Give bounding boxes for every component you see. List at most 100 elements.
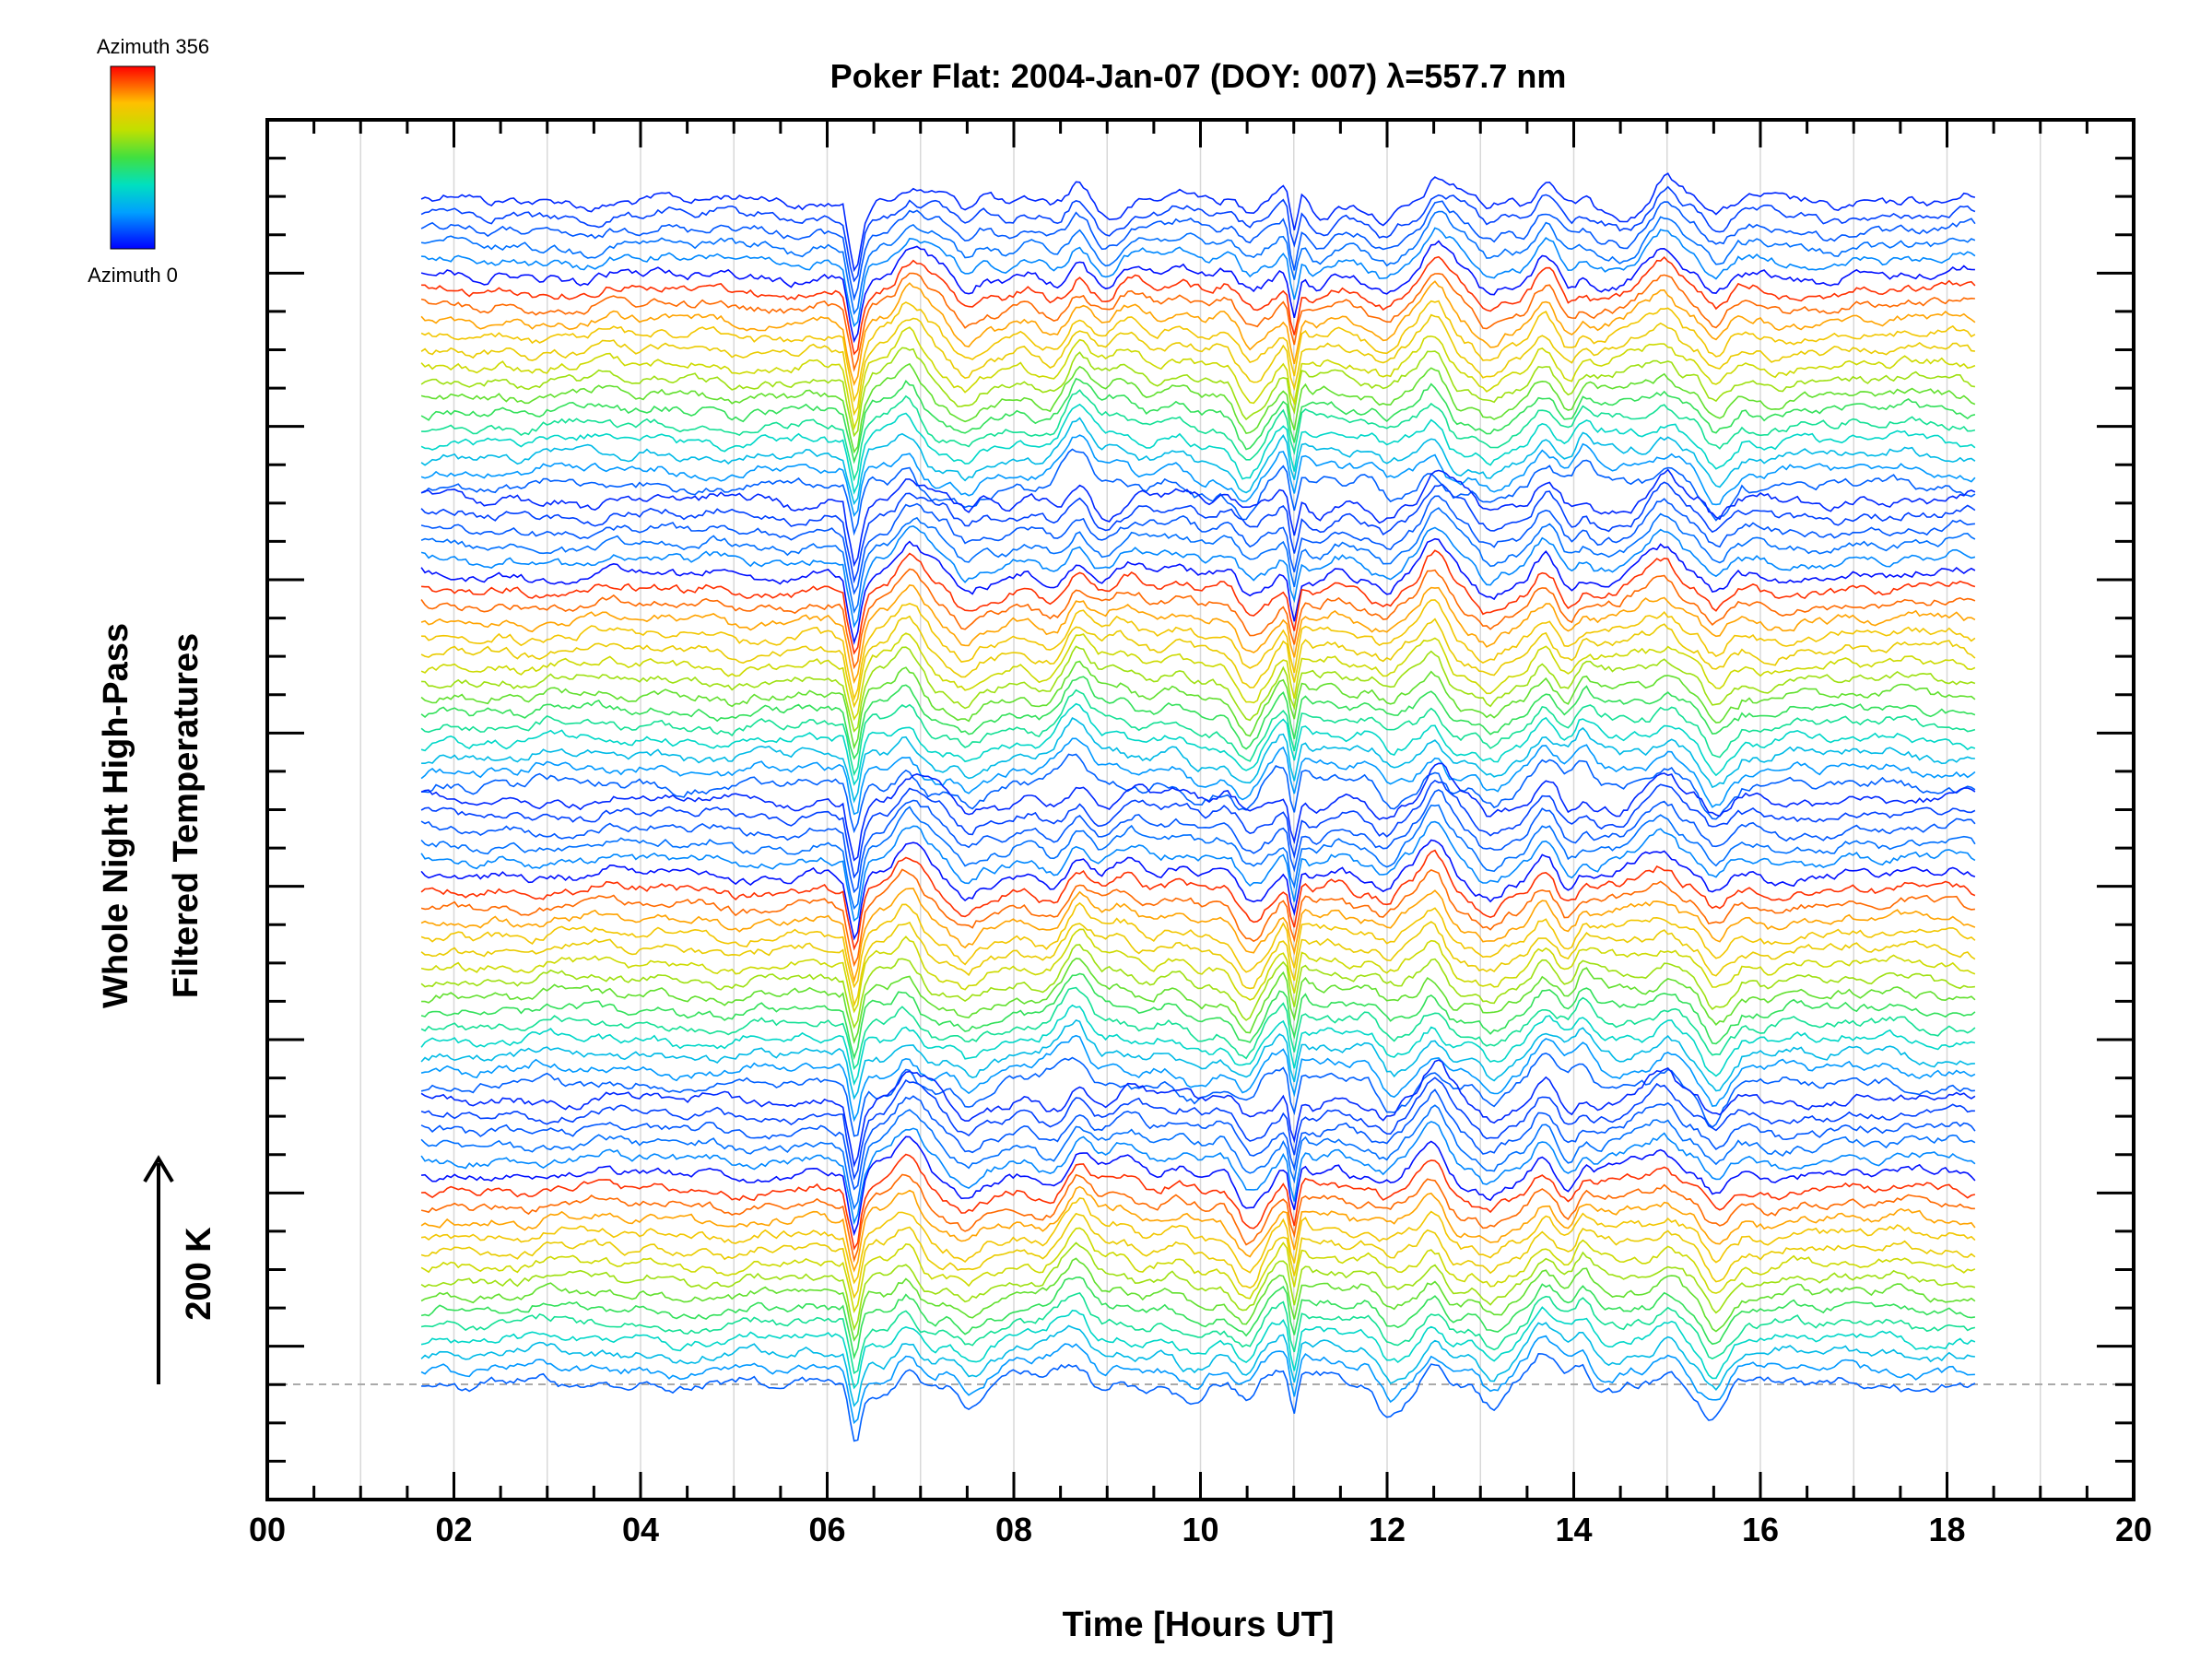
series-line [421,717,1975,804]
series-line [420,326,1976,431]
series-line [420,789,1976,894]
y-axis-label-line2: Filtered Temperatures [167,633,206,998]
series-line [420,632,1976,722]
series-line [421,255,1976,356]
series-line [421,389,1976,482]
chart-title: Poker Flat: 2004-Jan-07 (DOY: 007) λ=557… [830,57,1567,95]
series-line [420,1018,1975,1100]
scale-arrow [143,1155,174,1384]
series-line [420,313,1975,417]
series-line [421,1153,1976,1251]
series-line [420,1322,1975,1407]
series-line [420,210,1976,315]
x-tick-label: 10 [1182,1511,1218,1548]
series-lines [420,172,1976,1442]
series-line [420,1052,1975,1137]
series-line [420,1306,1976,1390]
series-line [421,549,1976,655]
series-line [420,688,1976,777]
series-line [420,868,1975,968]
series-line [420,568,1976,670]
series-line [420,972,1976,1061]
series-line [420,1077,1975,1181]
series-line [420,849,1976,951]
series-line [420,537,1976,645]
series-line [420,839,1976,941]
series-line [420,1257,1976,1342]
x-tick-label: 20 [2115,1511,2152,1548]
series-line [420,901,1976,989]
series-line [420,1276,1976,1360]
series-line [420,1241,1976,1332]
series-line [420,820,1976,923]
series-line [421,753,1976,834]
x-tick-label: 00 [249,1511,286,1548]
series-line [420,1212,1976,1300]
series-line [420,888,1976,984]
series-line [420,928,1976,1014]
series-line [420,584,1976,685]
series-line [421,958,1976,1044]
series-line [420,1034,1976,1123]
x-axis-label: Time [Hours UT] [1063,1606,1335,1644]
series-line [420,300,1976,403]
series-line [420,944,1975,1030]
series-line [420,1335,1975,1425]
series-line [420,272,1975,372]
series-line [420,377,1976,465]
y-axis-label-line1: Whole Night High-Pass [97,623,135,1008]
series-line [420,615,1976,709]
series-line [420,1004,1976,1087]
series-line [420,1121,1976,1226]
series-line [421,599,1976,701]
series-line [420,1059,1976,1168]
series-line [420,347,1976,438]
series-line [420,1227,1976,1314]
series-line [420,779,1976,879]
series-line [420,1197,1976,1285]
x-axis-ticks: 00 02 04 06 08 10 12 14 16 18 20 [249,120,2152,1548]
series-line [420,172,1976,273]
x-tick-label: 08 [995,1511,1032,1548]
series-line [420,200,1976,301]
x-tick-label: 02 [435,1511,472,1548]
colorbar-gradient [110,65,156,250]
colorbar-bottom-label: Azimuth 0 [88,264,178,287]
series-line [421,645,1976,733]
x-tick-label: 04 [622,1511,659,1548]
x-tick-label: 18 [1928,1511,1965,1548]
x-tick-label: 12 [1369,1511,1406,1548]
series-line [420,676,1976,760]
x-tick-label: 16 [1742,1511,1779,1548]
series-line [420,660,1976,750]
series-line [420,804,1976,911]
scale-label: 200 K [180,1227,218,1321]
series-line [420,434,1976,517]
series-line [420,240,1975,344]
series-line [420,737,1976,816]
series-line [420,507,1976,615]
series-line [421,1135,1976,1237]
series-line [420,495,1975,595]
series-line [420,362,1976,454]
series-line [420,417,1976,506]
series-line [420,762,1976,862]
series-line [420,185,1976,283]
series-line [420,986,1976,1070]
series-line [420,280,1976,386]
series-line [420,1173,1975,1264]
series-line [420,1291,1976,1374]
series-line [421,1352,1976,1442]
series-line [420,702,1976,786]
series-line [420,468,1976,568]
series-line [420,403,1976,495]
series-line [420,1185,1976,1273]
series-line [420,481,1976,584]
series-line [420,921,1976,1008]
series-line [420,1104,1976,1210]
series-line [420,525,1976,629]
series-line [420,1088,1976,1191]
colorbar: Azimuth 356 Azimuth 0 [88,35,209,287]
x-tick-label: 06 [808,1511,845,1548]
